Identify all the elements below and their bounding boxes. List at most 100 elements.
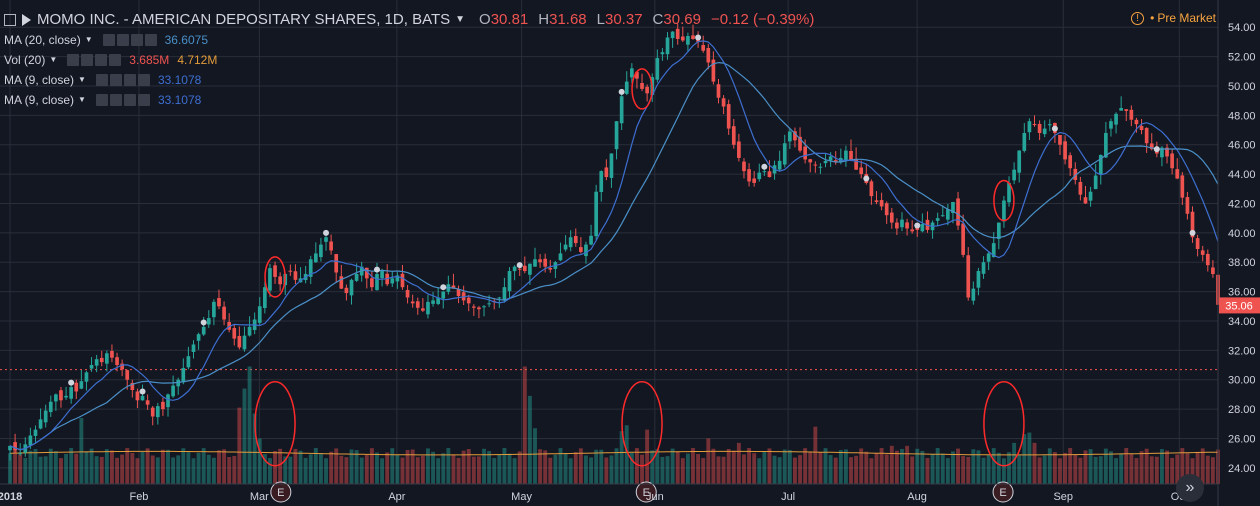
candle-body <box>594 191 598 237</box>
volume-bar <box>125 448 130 484</box>
plus-icon[interactable] <box>123 74 136 86</box>
indicator-row[interactable]: MA (20, close) ▼ 36.6075 <box>4 30 824 50</box>
volume-bar <box>38 456 43 484</box>
volume-bar <box>1063 452 1068 484</box>
candle-body <box>777 160 782 170</box>
indicator-name[interactable]: MA (20, close) <box>4 33 81 47</box>
marker-dot <box>863 175 870 182</box>
chevron-down-icon[interactable]: ▼ <box>49 55 58 64</box>
volume-bar <box>1083 450 1088 484</box>
earnings-marker[interactable] <box>635 481 657 503</box>
volume-bar <box>609 455 614 484</box>
candle-body <box>558 253 563 261</box>
volume-bar <box>900 448 904 484</box>
indicator-name[interactable]: MA (9, close) <box>4 73 75 87</box>
volume-bar <box>640 454 644 484</box>
eye-icon[interactable] <box>67 54 80 66</box>
candle-body <box>956 198 960 226</box>
candle-body <box>935 218 940 221</box>
ma9-line <box>9 40 1219 451</box>
candle-body <box>818 166 823 168</box>
candle-body <box>635 71 639 79</box>
volume-bar <box>1154 456 1159 484</box>
volume-bar <box>369 448 374 484</box>
chevron-down-icon[interactable]: ▼ <box>78 75 86 84</box>
candle-body <box>1195 238 1200 249</box>
volume-bar <box>278 448 283 484</box>
indicator-buttons[interactable] <box>102 34 157 46</box>
candle-body <box>706 48 711 63</box>
indicator-row[interactable]: MA (9, close) ▼ 33.1078 <box>4 90 824 110</box>
chevron-down-icon[interactable]: ▼ <box>78 95 86 104</box>
volume-bar <box>48 448 53 484</box>
candle-body <box>395 275 400 282</box>
candle-body <box>84 372 89 382</box>
volume-bar <box>364 455 369 484</box>
candle-body <box>94 359 99 366</box>
volume-bar <box>823 448 828 484</box>
candle-body <box>1042 128 1047 135</box>
symbol-header[interactable]: MOMO INC. - AMERICAN DEPOSITARY SHARES, … <box>4 10 824 30</box>
indicator-name[interactable]: MA (9, close) <box>4 93 75 107</box>
volume-bar <box>813 426 818 484</box>
plus-icon[interactable] <box>95 54 108 66</box>
indicator-buttons[interactable] <box>95 94 150 106</box>
eye-icon[interactable] <box>102 34 115 46</box>
gear-icon[interactable] <box>109 74 122 86</box>
volume-bar <box>150 455 155 484</box>
candle-body <box>895 222 899 229</box>
earnings-label: E <box>643 487 650 499</box>
chevron-down-icon[interactable]: ▼ <box>84 35 93 44</box>
candle-body <box>59 390 63 401</box>
indicator-row[interactable]: Vol (20) ▼ 3.685M 4.712M <box>4 50 824 70</box>
indicator-value: 33.1078 <box>157 93 202 107</box>
plus-icon[interactable] <box>123 94 136 106</box>
volume-bar <box>772 455 777 484</box>
volume-bar <box>293 448 298 484</box>
earnings-marker[interactable] <box>270 481 292 503</box>
close-icon[interactable] <box>137 94 150 106</box>
eye-icon[interactable] <box>95 74 108 86</box>
candle-body <box>1180 175 1185 198</box>
gear-icon[interactable] <box>109 94 122 106</box>
candle-body <box>951 202 955 214</box>
eye-icon[interactable] <box>95 94 108 106</box>
chevron-down-icon[interactable]: ▼ <box>455 14 466 25</box>
plus-icon[interactable] <box>130 34 143 46</box>
candle-body <box>660 52 665 55</box>
volume-bar <box>782 449 787 484</box>
candle-body <box>767 171 772 178</box>
premarket-badge[interactable]: ! • Pre Market <box>1131 11 1216 25</box>
scroll-to-realtime-button[interactable]: » <box>1176 474 1204 502</box>
collapse-icon[interactable] <box>4 14 16 26</box>
candle-body <box>563 244 568 250</box>
split-dividend-markers <box>68 34 1196 395</box>
y-tick-label: 54.00 <box>1228 22 1256 34</box>
volume-bar <box>925 458 930 484</box>
indicator-buttons[interactable] <box>95 74 150 86</box>
gear-icon[interactable] <box>81 54 94 66</box>
volume-bar <box>135 458 140 484</box>
close-icon[interactable] <box>137 74 150 86</box>
close-icon[interactable] <box>144 34 157 46</box>
candle-body <box>1109 121 1113 129</box>
volume-bar <box>594 449 599 484</box>
earnings-marker[interactable] <box>992 481 1014 503</box>
volume-bar <box>1134 458 1139 484</box>
indicator-name[interactable]: Vol (20) <box>4 53 46 67</box>
indicator-value: 4.712M <box>177 53 218 67</box>
close-icon[interactable] <box>109 54 122 66</box>
symbol-title[interactable]: MOMO INC. - AMERICAN DEPOSITARY SHARES, … <box>37 11 451 28</box>
candle-body <box>390 278 395 284</box>
indicator-buttons[interactable] <box>67 54 122 66</box>
volume-bar <box>222 449 227 484</box>
candle-body <box>28 435 33 446</box>
y-tick-label: 38.00 <box>1228 257 1256 269</box>
gear-icon[interactable] <box>116 34 129 46</box>
volume-bar <box>247 366 252 484</box>
indicator-row[interactable]: MA (9, close) ▼ 33.1078 <box>4 70 824 90</box>
candle-body <box>884 203 889 216</box>
candle-body <box>451 285 456 289</box>
